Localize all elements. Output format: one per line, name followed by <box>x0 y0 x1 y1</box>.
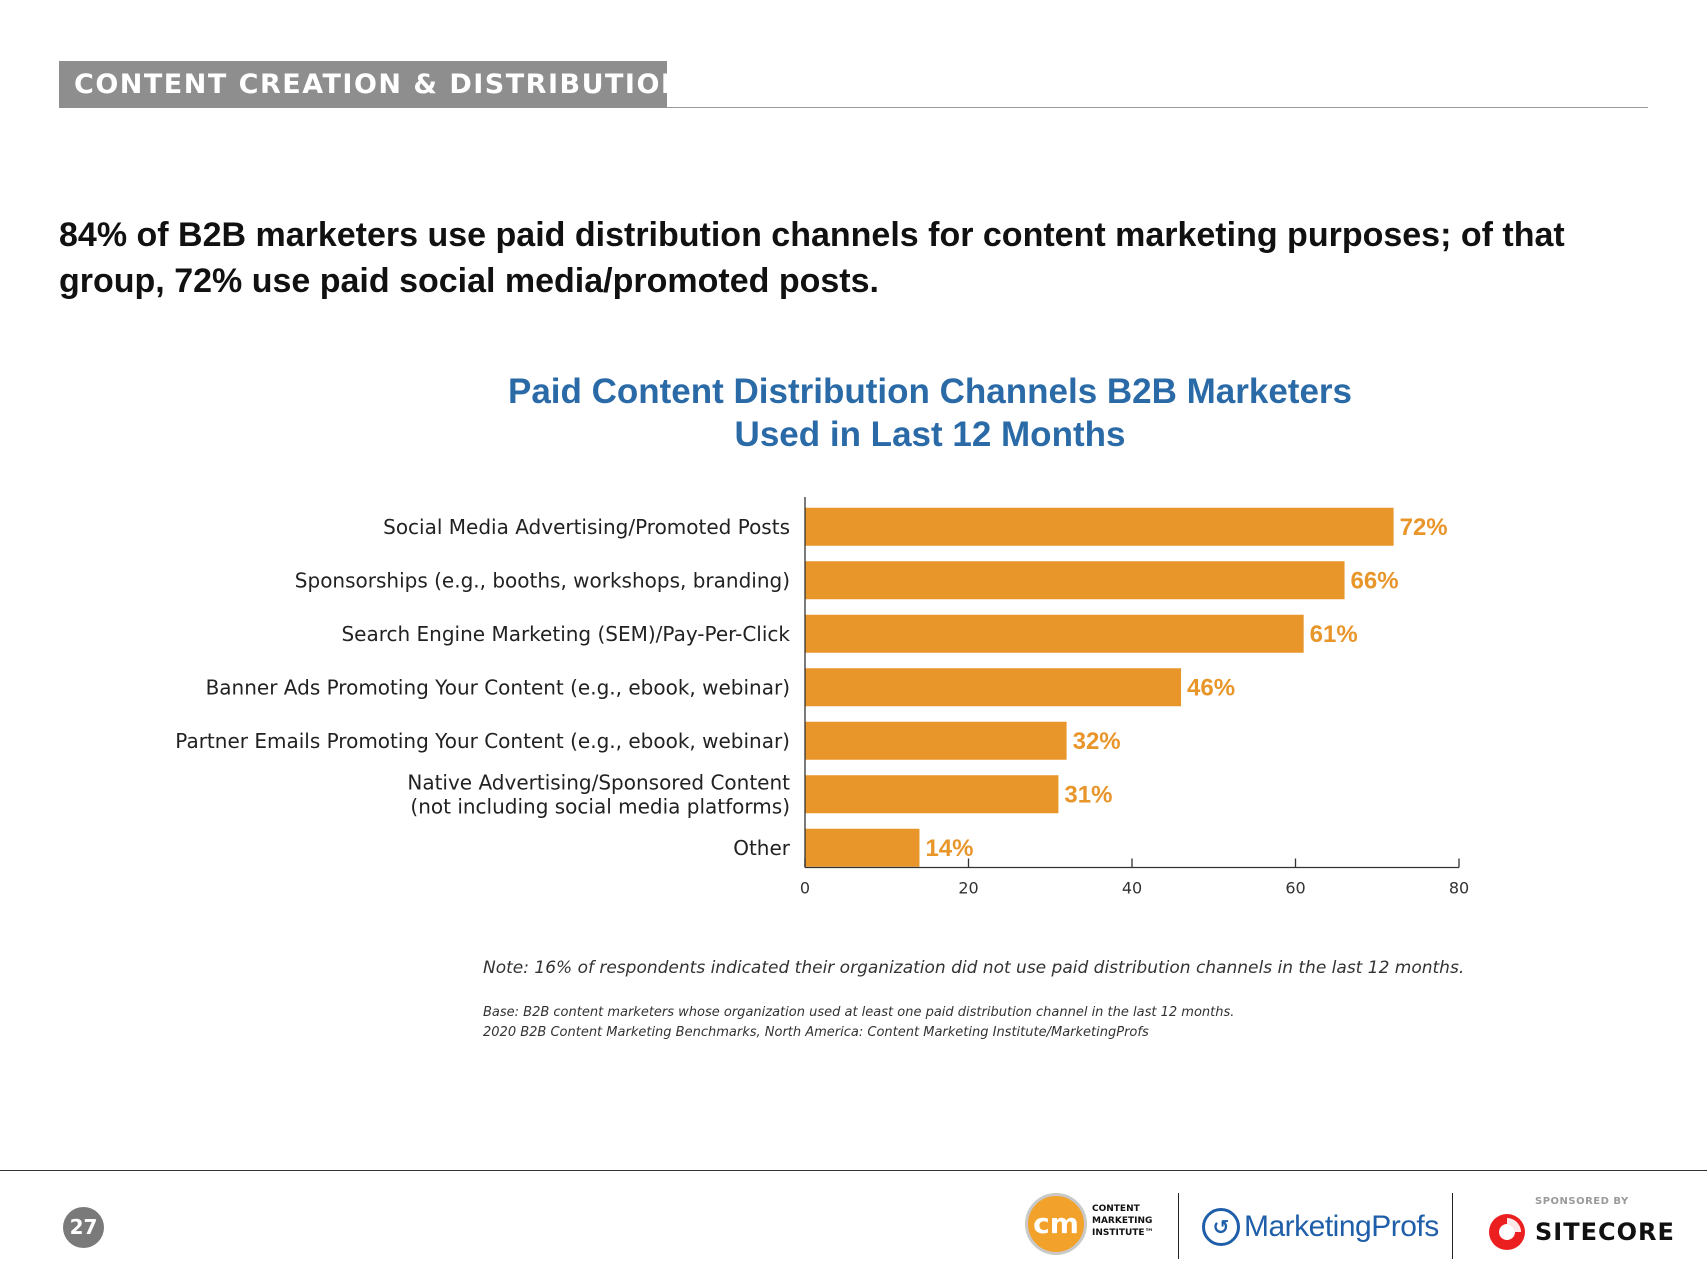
category-label: Other <box>733 836 791 860</box>
bar <box>805 507 1394 546</box>
chart-title-line-2: Used in Last 12 Months <box>734 415 1126 454</box>
sitecore-logo-text: SITECORE <box>1535 1218 1675 1246</box>
bar <box>805 828 920 867</box>
chart-title: Paid Content Distribution Channels B2B M… <box>450 370 1410 456</box>
category-label: Social Media Advertising/Promoted Posts <box>383 515 790 539</box>
chart-note: Note: 16% of respondents indicated their… <box>483 958 1465 978</box>
bar <box>805 614 1304 653</box>
chart-title-line-1: Paid Content Distribution Channels B2B M… <box>507 372 1353 411</box>
section-title: CONTENT CREATION & DISTRIBUTION <box>59 61 684 108</box>
footer-divider <box>0 1170 1707 1171</box>
data-label: 61% <box>1310 621 1358 648</box>
data-label: 66% <box>1351 567 1399 594</box>
data-label: 46% <box>1187 674 1235 701</box>
category-label: Partner Emails Promoting Your Content (e… <box>175 729 790 753</box>
bar <box>805 561 1345 600</box>
data-label: 31% <box>1064 781 1112 808</box>
x-tick-label: 20 <box>958 879 978 898</box>
bar <box>805 668 1182 707</box>
x-tick-label: 40 <box>1122 879 1142 898</box>
sitecore-swirl-icon <box>1489 1214 1525 1250</box>
mp-swirl-icon: ↺ <box>1202 1208 1240 1246</box>
base-line-1: Base: B2B content marketers whose organi… <box>483 1005 1235 1020</box>
x-tick-label: 0 <box>800 879 810 898</box>
marketingprofs-logo-text: MarketingProfs <box>1244 1210 1439 1243</box>
bar <box>805 721 1067 760</box>
base-line-2: 2020 B2B Content Marketing Benchmarks, N… <box>483 1025 1149 1040</box>
sitecore-logo: SITECORE <box>1487 1212 1675 1252</box>
bar <box>805 775 1059 814</box>
cmi-logo: cm CONTENT MARKETING INSTITUTE™ <box>1025 1193 1155 1257</box>
section-divider <box>667 107 1648 108</box>
cmi-logo-text: CONTENT MARKETING INSTITUTE™ <box>1092 1203 1162 1239</box>
category-label: Native Advertising/Sponsored Content <box>407 770 790 794</box>
category-label: Search Engine Marketing (SEM)/Pay-Per-Cl… <box>341 622 790 646</box>
x-tick-label: 80 <box>1449 879 1469 898</box>
category-label: (not including social media platforms) <box>410 794 790 818</box>
sponsored-by-label: SPONSORED BY <box>1535 1196 1629 1207</box>
cmi-text-line: MARKETING <box>1092 1216 1153 1226</box>
page-number: 27 <box>63 1207 104 1248</box>
logo-divider <box>1452 1193 1453 1259</box>
cmi-mark-icon: cm <box>1025 1193 1087 1255</box>
category-label: Sponsorships (e.g., booths, workshops, b… <box>295 568 790 592</box>
data-label: 14% <box>925 835 973 862</box>
data-label: 72% <box>1400 514 1448 541</box>
bar-chart: 72% Social Media Advertising/Promoted Pos… <box>175 497 1469 898</box>
data-label: 32% <box>1073 728 1121 755</box>
page-headline: 84% of B2B marketers use paid distributi… <box>59 216 1565 300</box>
cmi-text-line: INSTITUTE™ <box>1092 1228 1154 1238</box>
logo-divider <box>1178 1193 1179 1259</box>
x-tick-label: 60 <box>1285 879 1305 898</box>
chart-source: Base: B2B content marketers whose organi… <box>483 1003 1583 1043</box>
cmi-text-line: CONTENT <box>1092 1204 1140 1214</box>
category-label: Banner Ads Promoting Your Content (e.g.,… <box>206 675 790 699</box>
marketingprofs-logo: ↺ MarketingProfs <box>1202 1205 1439 1249</box>
